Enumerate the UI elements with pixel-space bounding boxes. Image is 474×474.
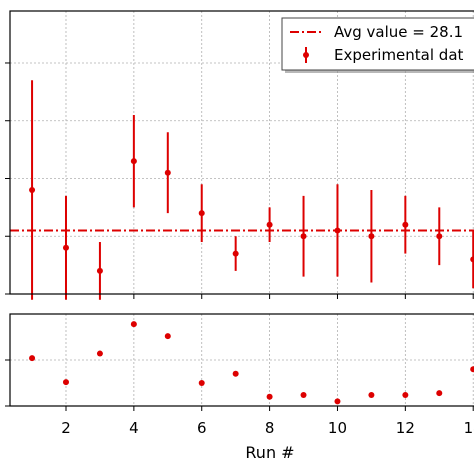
residual-points — [29, 321, 474, 405]
top-panel-outline — [9, 10, 474, 295]
bottom-panel-border — [9, 313, 474, 407]
residual-point-7 — [232, 370, 239, 377]
bottom-panel-y-ticks — [5, 359, 10, 407]
residual-point-1 — [29, 355, 36, 362]
legend-entry-average: Avg value = 28.1 — [334, 23, 463, 41]
legend: Avg value = 28.1 Experimental dat — [281, 17, 474, 73]
residual-point-5 — [164, 333, 171, 340]
data-point-5 — [164, 169, 171, 176]
x-tick-label-10: 10 — [328, 419, 347, 437]
data-point-6 — [198, 210, 205, 217]
legend-box — [281, 17, 474, 71]
residual-point-11 — [368, 391, 375, 398]
legend-point-swatch — [303, 52, 309, 58]
x-tick-label-14: 14 — [464, 419, 474, 437]
experimental-points — [29, 80, 474, 300]
top-panel-y-ticks — [5, 62, 10, 295]
residual-point-13 — [436, 390, 443, 397]
bottom-panel-grid — [10, 314, 474, 407]
data-point-1 — [29, 187, 36, 194]
data-point-11 — [368, 233, 375, 240]
data-point-9 — [300, 233, 307, 240]
x-tick-label-2: 2 — [61, 419, 71, 437]
data-point-3 — [96, 267, 103, 274]
x-tick-label-12: 12 — [396, 419, 415, 437]
top-panel: Avg value = 28.1 Experimental dat — [5, 10, 474, 300]
data-point-2 — [62, 244, 69, 251]
x-tick-label-6: 6 — [197, 419, 207, 437]
residual-point-6 — [198, 380, 205, 386]
residual-point-14 — [470, 366, 474, 373]
residual-point-12 — [402, 391, 409, 398]
data-point-7 — [232, 250, 239, 257]
legend-entry-experimental: Experimental dat — [334, 46, 464, 64]
data-point-12 — [402, 221, 409, 228]
residual-point-3 — [96, 350, 103, 357]
residual-point-9 — [300, 391, 307, 398]
x-axis-label: Run # — [245, 443, 294, 462]
data-point-4 — [130, 158, 137, 165]
residual-point-2 — [62, 379, 69, 386]
data-point-8 — [266, 221, 273, 228]
data-point-10 — [334, 227, 341, 234]
residual-point-10 — [334, 398, 341, 405]
x-tick-label-4: 4 — [129, 419, 139, 437]
bottom-panel: 2 4 6 8 10 12 14 — [5, 313, 474, 437]
data-point-14 — [470, 256, 474, 263]
bottom-panel-x-ticks: 2 4 6 8 10 12 14 — [61, 406, 474, 437]
top-panel-border — [9, 10, 474, 295]
top-panel-x-ticks — [65, 294, 474, 299]
data-point-13 — [436, 233, 443, 240]
residual-point-4 — [130, 321, 137, 328]
x-tick-label-8: 8 — [265, 419, 275, 437]
bottom-panel-outline — [9, 313, 474, 407]
residual-point-8 — [266, 393, 273, 400]
